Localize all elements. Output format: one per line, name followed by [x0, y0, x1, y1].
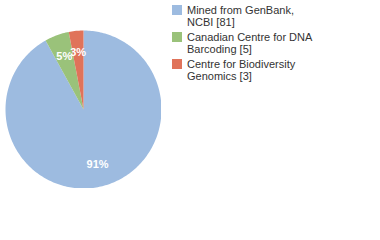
html-text:Canadian Centre for DNA Barcod: Canadian Centre for DNA Barcoding [5] [187, 31, 312, 55]
html-text:Mined from GenBank, NCBI [81]: Mined from GenBank, NCBI [81] [187, 4, 294, 28]
svg-text:3%: 3% [70, 46, 86, 58]
svg-text:5%: 5% [56, 49, 73, 62]
svg-text:91%: 91% [87, 158, 109, 170]
html-text:Centre for Biodiversity Genomi: Centre for Biodiversity Genomics [3] [187, 58, 296, 82]
